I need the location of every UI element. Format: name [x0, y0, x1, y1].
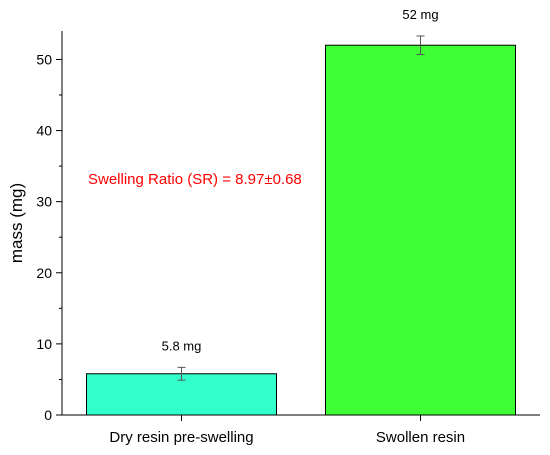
- y-tick-label: 40: [36, 123, 52, 139]
- bar: [325, 44, 516, 416]
- swelling-ratio-annotation: Swelling Ratio (SR) = 8.97±0.68: [88, 171, 302, 188]
- y-tick-label: 50: [36, 51, 52, 67]
- y-tick-label: 20: [36, 265, 52, 281]
- labels: 0 10 20 30 40 50 Dry resin pre-swelling 5.8 mg S…: [36, 7, 465, 446]
- y-axis-label: mass (mg): [7, 183, 26, 263]
- x-category-label: Swollen resin: [376, 429, 465, 446]
- y-tick-label: 10: [36, 336, 52, 352]
- x-category-label: Dry resin pre-swelling: [109, 429, 253, 446]
- y-tick-label: 0: [44, 407, 52, 423]
- data-label: 5.8 mg: [162, 338, 202, 353]
- bars: [86, 35, 516, 416]
- y-tick-label: 30: [36, 194, 52, 210]
- data-label: 52 mg: [402, 7, 438, 22]
